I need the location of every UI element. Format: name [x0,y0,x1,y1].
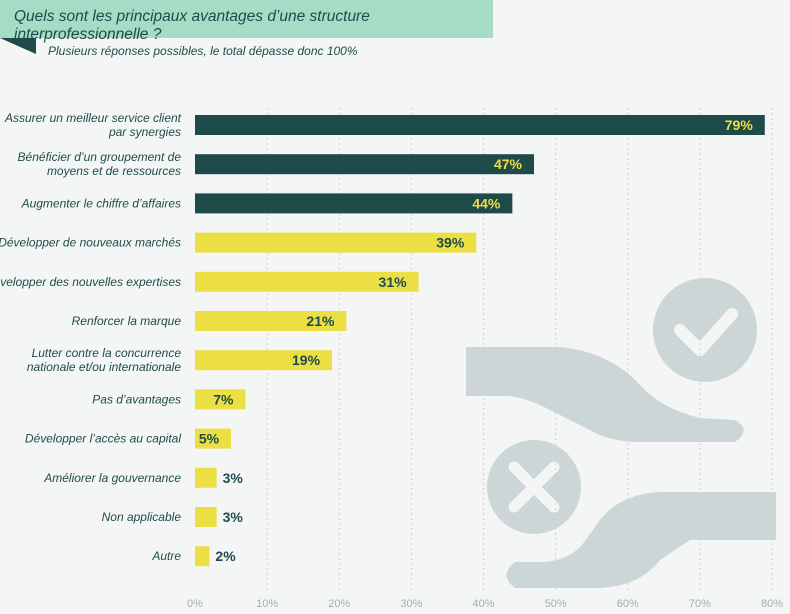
x-axis-ticks: 0% 10% 20% 30% 40% 50% 60% 70% 80% [187,598,783,610]
check-circle-icon [653,278,757,382]
value-label: 3% [223,509,244,525]
x-tick-label: 40% [472,598,494,610]
hands-check-cross-illustration [466,278,776,588]
bar [195,115,765,135]
bar [195,428,232,449]
bar [195,193,513,214]
value-label: 3% [223,470,244,486]
x-tick-label: 10% [256,598,278,610]
value-label: 5% [199,431,220,447]
value-label: 7% [213,391,234,407]
value-label: 2% [215,548,236,564]
category-label: Autre [151,549,181,563]
value-label: 79% [725,117,754,133]
gridlines [266,108,773,590]
bar [195,546,210,567]
x-tick-label: 60% [617,598,639,610]
chart-subtitle: Plusieurs réponses possibles, le total d… [48,44,358,58]
x-tick-label: 0% [187,598,203,610]
value-label: 19% [292,352,321,368]
hand-top-illustration [466,347,744,442]
x-tick-label: 50% [545,598,567,610]
category-label: Développer des nouvelles expertises [0,275,181,289]
value-label: 39% [436,235,465,251]
x-tick-label: 80% [761,598,783,610]
category-label: Lutter contre la concurrence nationale et… [27,346,181,374]
cross-icon [508,461,560,513]
hand-bottom-illustration [506,492,776,588]
value-label: 21% [306,313,335,329]
category-label: Développer de nouveaux marchés [0,236,181,250]
bar [195,389,246,410]
bar [195,271,419,292]
value-label: 44% [472,195,501,211]
category-label: Augmenter le chiffre d’affaires [21,196,181,210]
category-labels: Assurer un meilleur service client par sy… [0,111,182,563]
value-label: 31% [379,274,408,290]
bar [195,311,347,331]
x-tick-label: 20% [328,598,350,610]
bar [195,350,333,371]
x-tick-label: 70% [689,598,711,610]
bar [195,154,534,175]
category-label: Pas d’avantages [92,392,181,406]
bar [195,507,217,527]
category-label: Assurer un meilleur service client par sy… [4,111,182,139]
bar [195,232,477,253]
chart-title: Quels sont les principaux avantages d’un… [0,0,493,43]
value-label: 47% [494,156,523,172]
bar [195,467,217,488]
category-label: Développer l’accès au capital [25,432,181,446]
category-label: Améliorer la gouvernance [43,471,181,485]
category-label: Non applicable [102,510,182,524]
category-label: Renforcer la marque [72,314,182,328]
category-label: Bénéficier d’un groupement de moyens et d… [18,150,182,178]
x-tick-label: 30% [400,598,422,610]
bars: 79% 47% 44% 39% 31% 21% 19% 7% 5% 3% 3% 2% [195,115,765,567]
